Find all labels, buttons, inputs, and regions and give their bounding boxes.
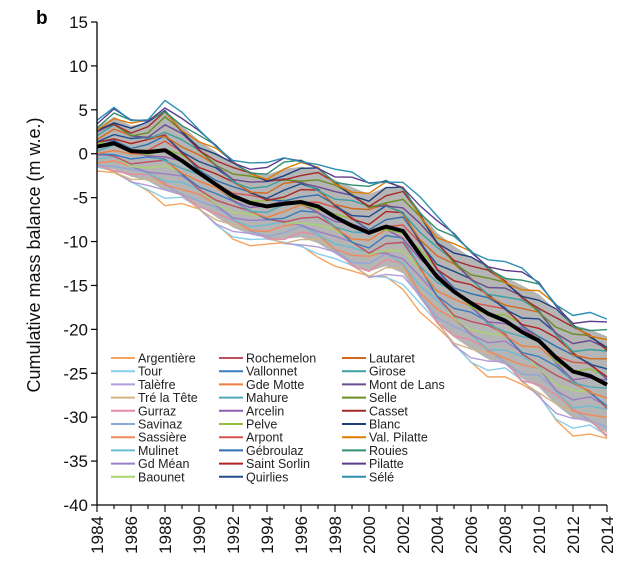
series-line xyxy=(96,144,608,389)
y-tick-label: -25 xyxy=(63,364,88,383)
y-tick-label: -15 xyxy=(63,276,88,295)
mean-line xyxy=(96,141,608,387)
series-line xyxy=(96,155,608,411)
series-layer xyxy=(96,99,608,440)
series-line xyxy=(96,153,608,407)
legend-label: Sassière xyxy=(138,431,187,445)
series-line xyxy=(96,99,608,320)
legend-label: Tour xyxy=(138,365,162,379)
series-line xyxy=(96,111,608,332)
legend-label: Gde Motte xyxy=(246,378,304,392)
series-line xyxy=(96,109,608,349)
series-line xyxy=(96,164,608,429)
series-line xyxy=(96,123,608,353)
legend-label: Pelve xyxy=(246,418,277,432)
x-tick-label: 1986 xyxy=(122,516,141,554)
legend-label: Tré la Tête xyxy=(138,391,198,405)
x-tick-label: 1988 xyxy=(156,516,175,554)
series-line xyxy=(96,107,608,325)
x-tick-label: 1996 xyxy=(292,516,311,554)
y-tick-label: -30 xyxy=(63,408,88,427)
legend-label: Mont de Lans xyxy=(369,378,445,392)
legend-label: Vallonnet xyxy=(246,365,298,379)
legend-label: Mahure xyxy=(246,391,288,405)
series-line xyxy=(96,111,608,341)
x-tick-label: 1984 xyxy=(88,516,107,554)
y-tick-label: -35 xyxy=(63,452,88,471)
y-tick-label: -5 xyxy=(73,189,88,208)
legend-label: Casset xyxy=(369,404,408,418)
legend-label: Quirlies xyxy=(246,470,288,484)
x-tick-label: 2006 xyxy=(462,516,481,554)
y-tick-label: 10 xyxy=(69,57,88,76)
y-tick-label: 0 xyxy=(79,145,88,164)
x-tick-label: 2002 xyxy=(394,516,413,554)
x-tick-label: 2000 xyxy=(360,516,379,554)
legend-label: Sélé xyxy=(369,470,394,484)
legend-label: Saint Sorlin xyxy=(246,457,310,471)
legend-label: Lautaret xyxy=(369,352,415,366)
y-tick-label: 5 xyxy=(79,101,88,120)
legend-label: Rouies xyxy=(369,444,408,458)
legend-label: Argentière xyxy=(138,352,196,366)
y-tick-label: -20 xyxy=(63,320,88,339)
legend-label: Gd Méan xyxy=(138,457,189,471)
x-tick-label: 2010 xyxy=(530,516,549,554)
x-tick-label: 2008 xyxy=(496,516,515,554)
legend-label: Talèfre xyxy=(138,378,176,392)
mean-layer xyxy=(96,141,608,387)
legend-label: Mulinet xyxy=(138,444,179,458)
y-tick-label: -10 xyxy=(63,233,88,252)
legend-label: Baounet xyxy=(138,470,185,484)
y-axis-label: Cumulative mass balance (m w.e.) xyxy=(24,117,44,392)
legend-label: Val. Pilatte xyxy=(369,431,428,445)
legend-label: Arcelin xyxy=(246,404,284,418)
series-line xyxy=(96,160,608,418)
panel-label: b xyxy=(36,8,48,29)
legend-label: Gurraz xyxy=(138,404,176,418)
x-tick-label: 1992 xyxy=(224,516,243,554)
legend-label: Arpont xyxy=(246,431,283,445)
x-tick-label: 1994 xyxy=(258,516,277,554)
series-line xyxy=(96,164,608,436)
legend-label: Savinaz xyxy=(138,418,182,432)
legend-label: Selle xyxy=(369,391,397,405)
legend-label: Girose xyxy=(369,365,406,379)
legend-label: Pilatte xyxy=(369,457,404,471)
legend-label: Gébroulaz xyxy=(246,444,304,458)
series-line xyxy=(96,149,608,399)
legend-label: Rochemelon xyxy=(246,352,316,366)
series-line xyxy=(96,128,608,360)
legend-label: Blanc xyxy=(369,418,400,432)
x-tick-label: 2012 xyxy=(564,516,583,554)
series-line xyxy=(96,134,608,378)
x-tick-label: 1990 xyxy=(190,516,209,554)
x-tick-label: 2014 xyxy=(598,516,617,554)
x-tick-label: 1998 xyxy=(326,516,345,554)
series-line xyxy=(96,170,608,440)
y-tick-label: -40 xyxy=(63,496,88,515)
y-tick-label: 15 xyxy=(69,13,88,32)
series-line xyxy=(96,133,608,370)
x-tick-label: 2004 xyxy=(428,516,447,554)
